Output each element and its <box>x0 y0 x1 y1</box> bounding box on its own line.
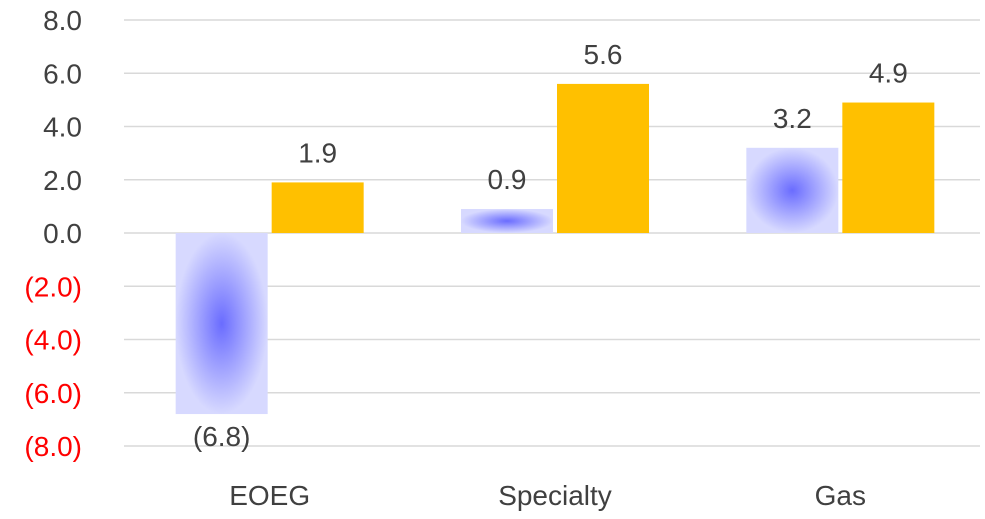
bar-eoeg-series-1 <box>175 233 268 415</box>
y-tick-label: (2.0) <box>24 271 82 302</box>
bar-specialty-series-2 <box>557 83 649 234</box>
data-label: (6.8) <box>193 421 251 452</box>
y-tick-label: 6.0 <box>43 58 82 89</box>
data-label: 1.9 <box>298 137 337 168</box>
bars <box>175 83 935 415</box>
y-axis-ticks: 8.0 6.0 4.0 2.0 0.0 (2.0) (4.0) (6.0) (8.0) <box>24 5 82 462</box>
data-label: 4.9 <box>869 58 908 89</box>
y-tick-label: 2.0 <box>43 165 82 196</box>
y-tick-label: (8.0) <box>24 431 82 462</box>
data-label: 3.2 <box>773 103 812 134</box>
data-labels: (6.8) 1.9 0.9 5.6 3.2 4.9 <box>193 39 908 452</box>
y-tick-label: (6.0) <box>24 378 82 409</box>
data-label: 0.9 <box>488 164 527 195</box>
category-label: EOEG <box>229 480 310 511</box>
category-label: Specialty <box>498 480 612 511</box>
bar-gas-series-2 <box>842 102 935 233</box>
category-labels: EOEG Specialty Gas <box>229 480 866 511</box>
bar-eoeg-series-2 <box>271 182 364 233</box>
y-tick-label: 4.0 <box>43 112 82 143</box>
data-label: 5.6 <box>584 39 623 70</box>
bar-specialty-series-1 <box>461 209 553 233</box>
category-label: Gas <box>815 480 866 511</box>
y-tick-label: (4.0) <box>24 325 82 356</box>
y-tick-label: 0.0 <box>43 218 82 249</box>
bar-gas-series-1 <box>746 147 839 233</box>
y-tick-label: 8.0 <box>43 5 82 36</box>
